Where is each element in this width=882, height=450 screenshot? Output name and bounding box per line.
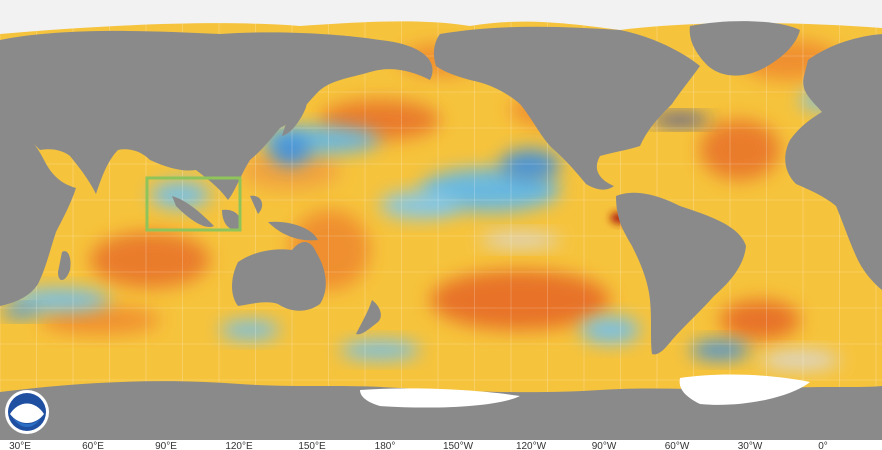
anomaly-patch <box>650 114 710 126</box>
longitude-label: 30°W <box>738 441 763 450</box>
anomaly-patch <box>150 181 210 209</box>
antarctica <box>0 381 882 440</box>
map-body <box>0 0 882 440</box>
logo-bird <box>10 403 44 423</box>
longitude-label: 30°E <box>9 441 31 450</box>
logo-wave <box>13 418 41 427</box>
longitude-label: 60°E <box>82 441 104 450</box>
anomaly-patch <box>10 288 110 312</box>
anomaly-patch <box>240 150 340 190</box>
anomaly-patch <box>760 350 840 370</box>
longitude-label: 150°E <box>298 441 326 450</box>
maritime-continent <box>172 195 318 241</box>
highlight-box <box>145 176 242 232</box>
longitude-label: 120°W <box>516 441 547 450</box>
arctic-ice <box>0 0 882 34</box>
anomaly-patch <box>430 270 610 330</box>
label-strip <box>0 440 882 450</box>
land <box>0 0 882 440</box>
greenland <box>689 21 800 76</box>
longitude-label: 60°W <box>665 441 690 450</box>
south-america <box>616 192 746 355</box>
anomaly-patch <box>270 134 310 166</box>
north-america <box>433 26 700 190</box>
anomaly-patch <box>40 306 160 334</box>
longitude-labels: 30°E 60°E 90°E 120°E 150°E 180° 150°W 120°W 90°W… <box>9 441 828 450</box>
anomaly-patch <box>340 340 420 360</box>
eurasia <box>0 30 433 201</box>
europe-africa-east <box>785 34 882 290</box>
antarctic-ice <box>360 374 810 408</box>
anomaly-patch <box>720 300 800 340</box>
longitude-label: 150°W <box>443 441 474 450</box>
longitude-label: 120°E <box>225 441 253 450</box>
anomaly-patch <box>500 149 560 181</box>
anomaly-patch <box>0 306 40 318</box>
new-zealand <box>356 300 381 335</box>
longitude-label: 90°W <box>592 441 617 450</box>
anomaly-patch <box>90 232 210 288</box>
anomaly-patch <box>700 120 780 180</box>
anomaly-patch <box>380 191 460 219</box>
africa <box>0 120 76 306</box>
longitude-label: 90°E <box>155 441 177 450</box>
anomaly-patch <box>480 232 560 248</box>
australia <box>232 242 326 311</box>
anomaly-patch <box>580 316 640 344</box>
longitude-label: 0° <box>818 441 828 450</box>
japan <box>282 94 307 136</box>
madagascar <box>58 251 71 281</box>
longitude-label: 180° <box>375 441 396 450</box>
noaa-logo <box>5 390 49 434</box>
anomaly-patch <box>220 320 280 340</box>
anomaly-patch <box>690 340 750 360</box>
